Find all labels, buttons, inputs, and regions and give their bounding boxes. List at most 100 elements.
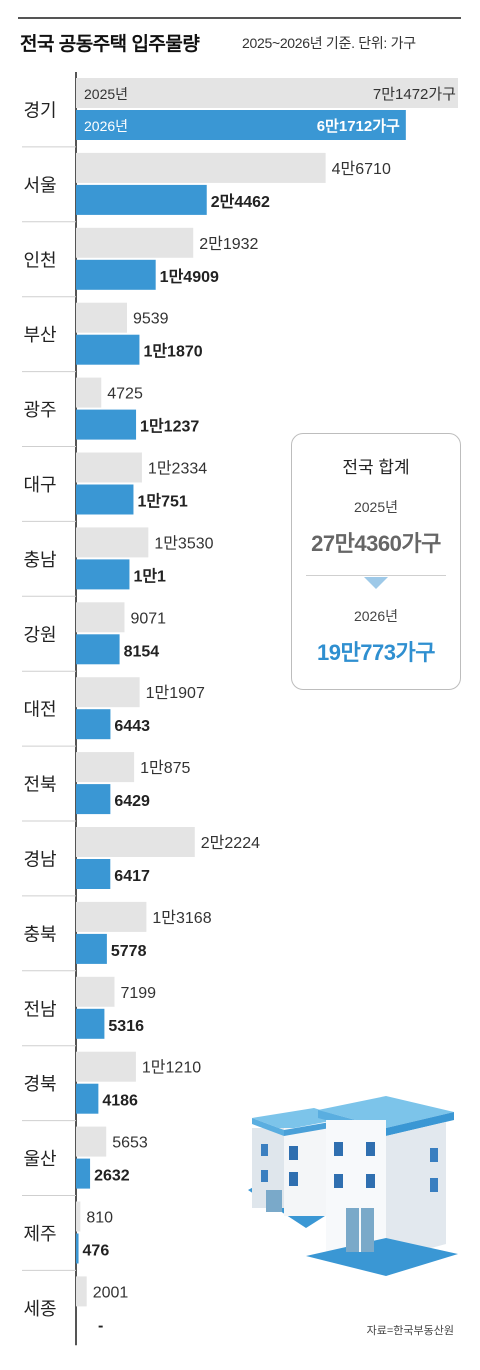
data-label-2026: -	[98, 1317, 103, 1334]
region-label: 충북	[23, 924, 56, 944]
chart-subtitle: 2025~2026년 기준. 단위: 가구	[242, 35, 416, 51]
region-label: 인천	[23, 250, 56, 270]
total-value-2026: 19만773가구	[317, 640, 435, 665]
region-label: 경북	[23, 1074, 56, 1094]
data-label-2026: 5778	[111, 943, 147, 960]
bar-2026	[76, 634, 120, 665]
data-label-2025: 1만2334	[148, 460, 207, 478]
data-label-2026: 1만1	[133, 567, 166, 585]
data-label-2026: 6429	[114, 793, 150, 810]
data-label-2025: 2001	[93, 1284, 129, 1301]
bar-2025	[76, 302, 127, 333]
data-label-2025: 2만1932	[199, 235, 258, 253]
region-label: 대구	[23, 475, 56, 495]
data-label-2025: 1만3168	[152, 909, 211, 927]
region-label: 서울	[23, 175, 56, 195]
data-label-2026: 2632	[94, 1168, 130, 1185]
total-year-2026: 2026년	[353, 608, 399, 624]
data-label-2025: 4725	[107, 386, 143, 403]
top-rule	[18, 17, 461, 19]
legend-2025: 2025년	[84, 86, 128, 102]
bar-2025	[76, 227, 194, 258]
bar-2026	[76, 259, 156, 290]
bar-2025	[76, 602, 125, 633]
bar-2025	[76, 377, 102, 408]
bar-2026	[76, 1083, 99, 1114]
bar-2026	[76, 559, 130, 590]
data-label-2026: 476	[83, 1243, 110, 1260]
region-label: 전남	[23, 999, 56, 1019]
data-label-2026: 6443	[114, 718, 150, 735]
data-label-2026: 6만1712가구	[317, 118, 400, 135]
bar-2025	[76, 152, 326, 183]
data-label-2025: 2만2224	[201, 834, 260, 852]
bar-2025	[76, 901, 147, 932]
data-label-2025: 810	[86, 1210, 113, 1227]
bar-2025	[76, 976, 115, 1007]
apartment-building-icon	[248, 1096, 458, 1276]
bar-2025	[76, 527, 149, 558]
total-year-2025: 2025년	[353, 499, 399, 515]
data-label-2026: 8154	[124, 643, 160, 660]
data-label-2025: 7199	[120, 985, 156, 1002]
bar-2025	[76, 1126, 107, 1157]
source-note: 자료=한국부동산원	[366, 1325, 454, 1337]
bar-2025	[76, 1051, 136, 1082]
region-label: 제주	[23, 1224, 56, 1244]
data-label-2025: 1만875	[140, 759, 190, 777]
data-label-2026: 4186	[102, 1093, 138, 1110]
data-label-2026: 6417	[114, 868, 150, 885]
bar-2025	[76, 752, 135, 783]
region-label: 강원	[23, 625, 56, 645]
region-label: 부산	[23, 325, 56, 345]
data-label-2025: 7만1472가구	[373, 86, 456, 103]
bar-2026	[76, 784, 111, 815]
bar-2026	[76, 933, 107, 964]
data-label-2025: 1만1907	[146, 684, 205, 702]
data-label-2025: 1만1210	[142, 1059, 201, 1077]
data-label-2026: 5316	[108, 1018, 144, 1035]
data-label-2025: 9539	[133, 311, 169, 328]
bar-2025	[76, 677, 140, 708]
data-label-2025: 5653	[112, 1135, 148, 1152]
region-label: 세종	[23, 1299, 56, 1319]
bar-2026	[76, 110, 406, 140]
data-label-2026: 1만751	[137, 493, 187, 511]
region-label: 광주	[23, 400, 56, 420]
down-arrow-icon	[364, 577, 388, 589]
region-label: 경남	[23, 849, 56, 869]
region-label: 울산	[23, 1149, 56, 1169]
region-label: 충남	[23, 550, 56, 570]
bar-2026	[76, 859, 111, 889]
bar-2026	[76, 1008, 105, 1039]
bar-2025	[76, 78, 458, 108]
bar-2025	[76, 1276, 87, 1307]
region-label: 대전	[23, 700, 56, 720]
total-value-2025: 27만4360가구	[311, 531, 441, 556]
bar-2026	[76, 184, 207, 215]
data-label-2025: 1만3530	[154, 534, 213, 552]
data-label-2026: 1만1870	[143, 343, 202, 361]
bar-2026	[76, 484, 134, 515]
data-label-2025: 4만6710	[332, 160, 391, 178]
bar-2026	[76, 1158, 91, 1189]
total-title: 전국 합계	[342, 458, 410, 477]
data-label-2026: 1만1237	[140, 418, 199, 436]
bar-2026	[76, 709, 111, 740]
data-label-2026: 2만4462	[211, 193, 270, 211]
data-label-2026: 1만4909	[160, 268, 219, 286]
total-divider	[306, 575, 446, 576]
bar-2025	[76, 452, 142, 483]
bar-2025	[76, 827, 195, 857]
bar-2026	[76, 334, 140, 365]
region-label: 경기	[23, 100, 56, 120]
data-label-2025: 9071	[130, 610, 166, 627]
bar-2026	[76, 1233, 79, 1264]
national-total-box: 전국 합계 2025년 27만4360가구 2026년 19만773가구	[291, 433, 461, 690]
bar-2025	[76, 1201, 81, 1232]
region-label: 전북	[23, 775, 56, 795]
bar-2026	[76, 409, 137, 440]
legend-2026: 2026년	[84, 118, 128, 134]
chart-title: 전국 공동주택 입주물량	[20, 34, 200, 55]
